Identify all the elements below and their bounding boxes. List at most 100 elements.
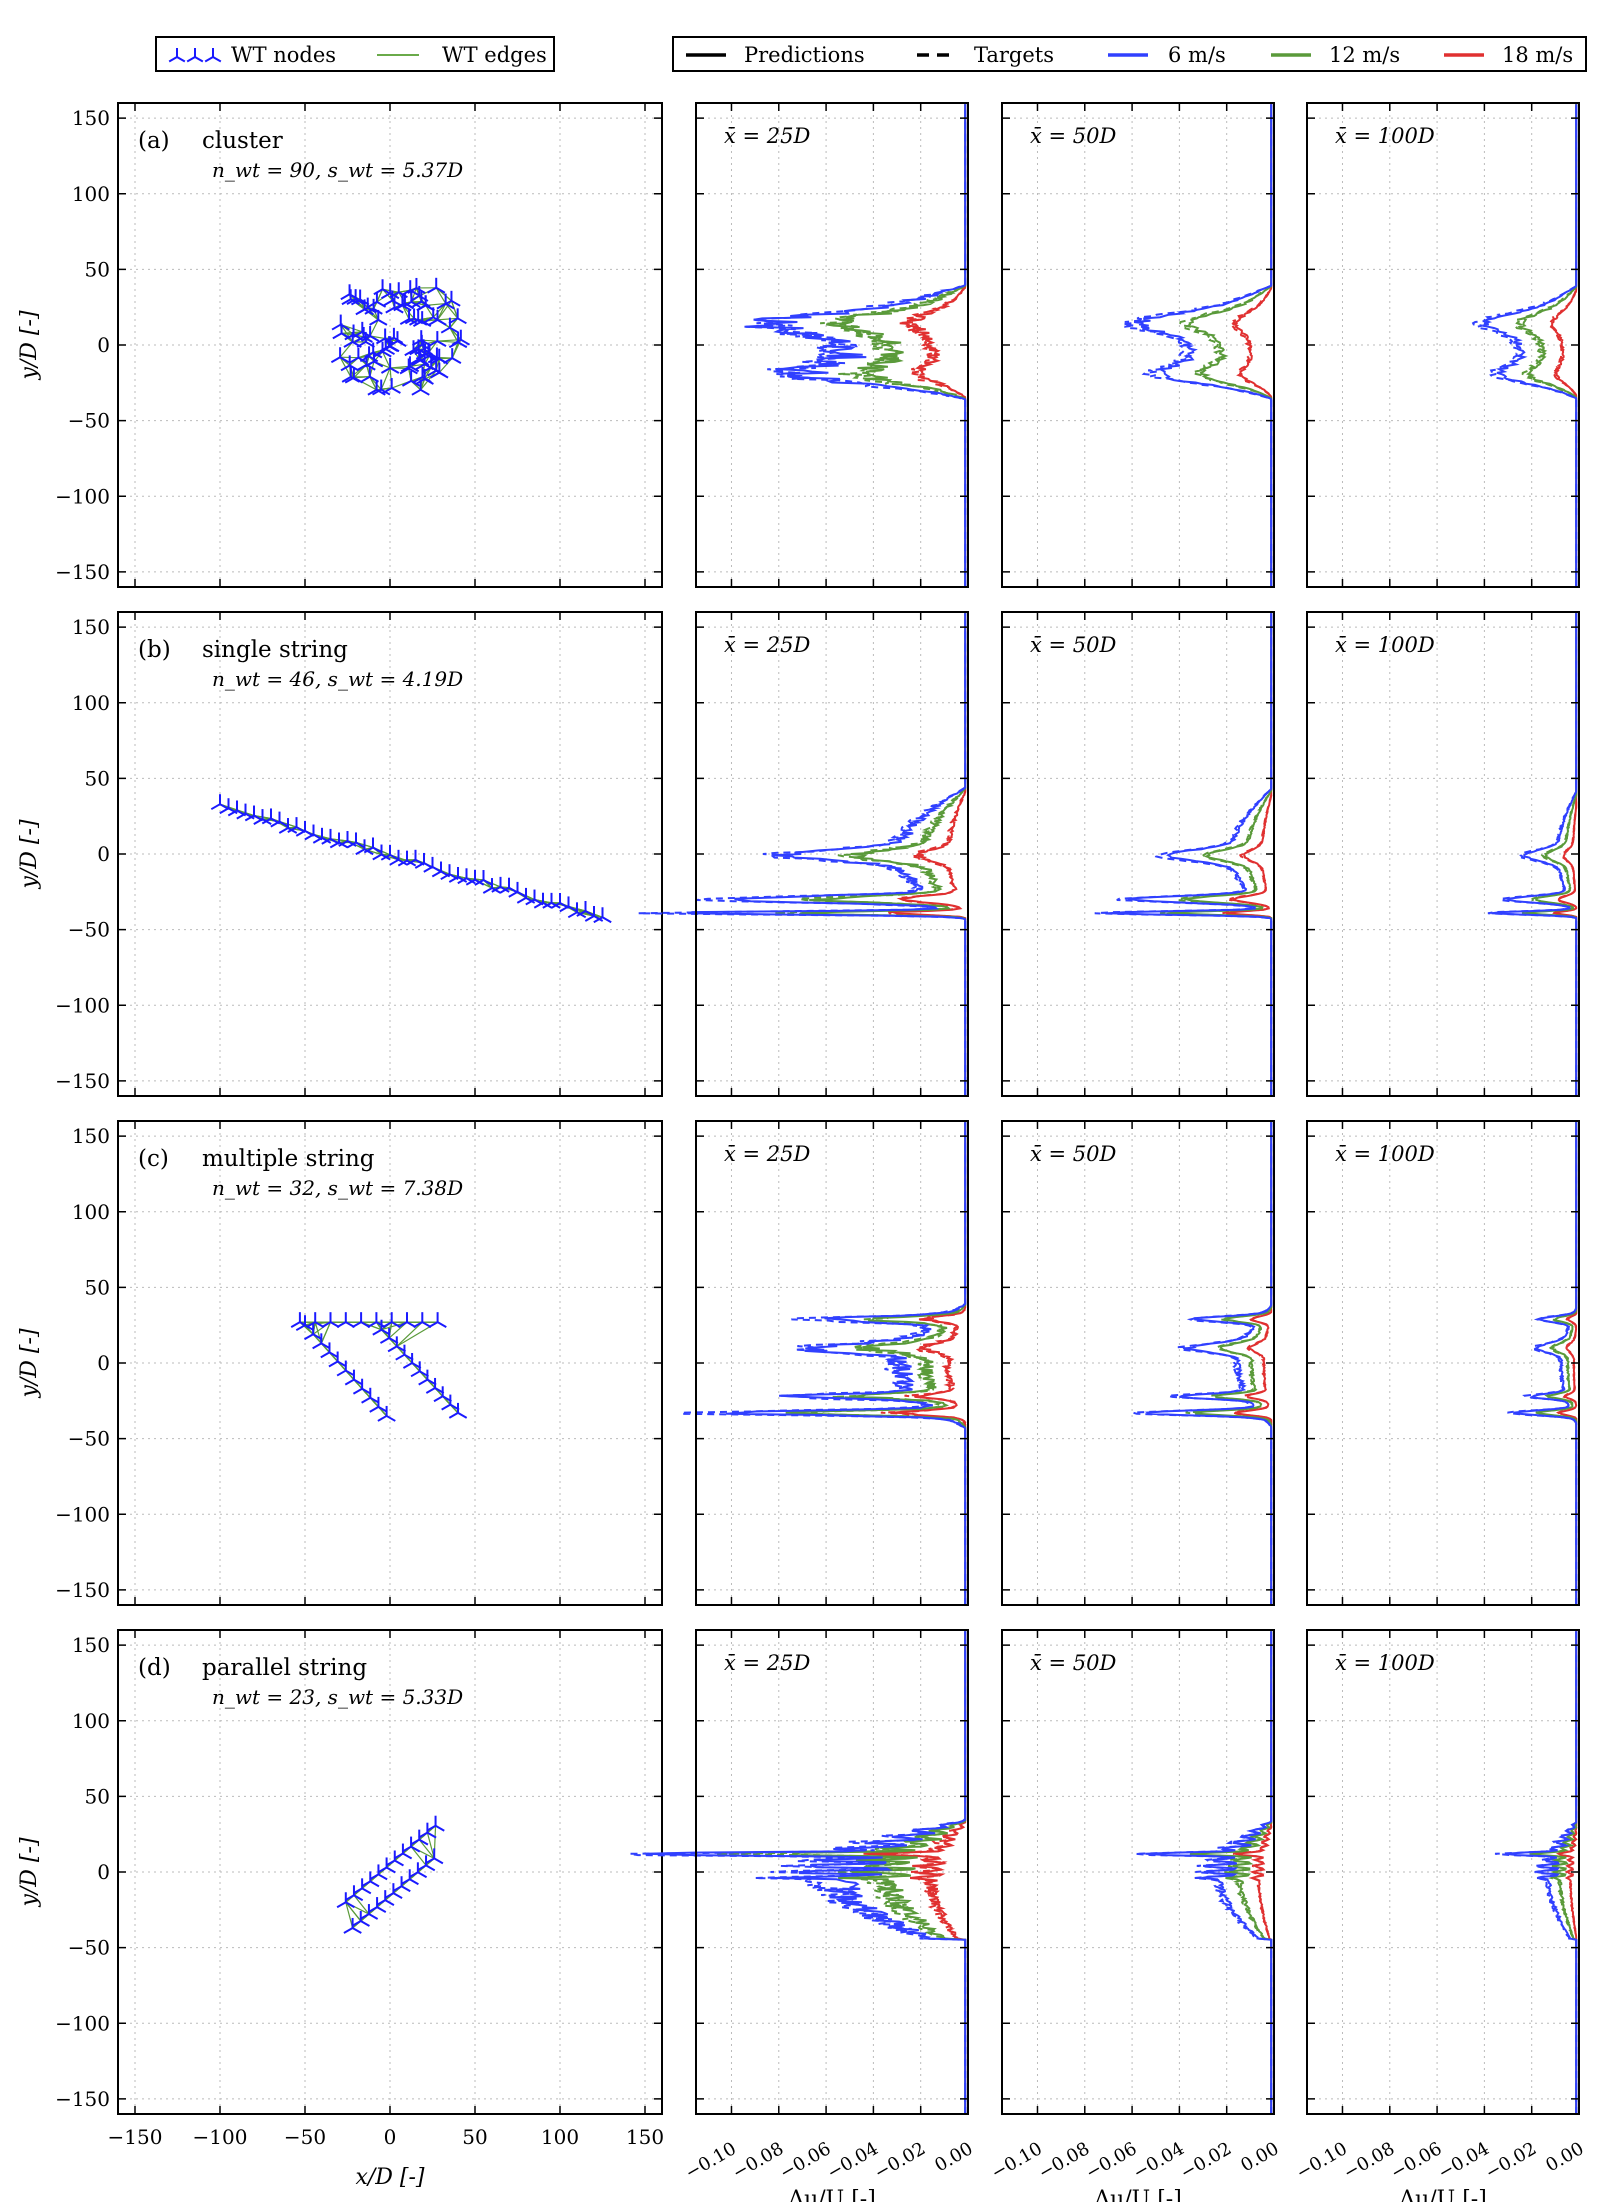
- predictions-label: Predictions: [744, 43, 865, 67]
- wt-node: [550, 892, 570, 909]
- x-tick-label: −0.10: [1293, 2138, 1351, 2184]
- wt-node: [448, 866, 468, 883]
- wt-edge: [390, 365, 411, 369]
- x-axis-label: Δu/U [-]: [788, 2187, 876, 2202]
- target-profile-line: [774, 613, 967, 1096]
- y-tick-label: 0: [97, 1860, 110, 1884]
- y-tick-label: 50: [85, 1784, 110, 1808]
- wt-edge: [369, 319, 379, 337]
- prediction-profile-line: [1167, 613, 1273, 1096]
- wt-edge: [339, 341, 354, 358]
- x-tick-label: −0.04: [1130, 2138, 1188, 2184]
- speed-18-label: 18 m/s: [1502, 43, 1574, 67]
- wt-node: [404, 340, 423, 357]
- column-label: x̄ = 100D: [1335, 1142, 1435, 1166]
- wt-node: [411, 379, 430, 396]
- profile-frame: [1306, 1120, 1580, 1606]
- column-label: x̄ = 25D: [724, 1651, 811, 1675]
- wt-node: [336, 1312, 355, 1329]
- row-multiple-string: 150 100 50 0 −50 −100 −150 y/D [-] (c) multiple s…: [17, 1120, 1580, 1606]
- wt-node: [278, 818, 298, 834]
- wt-node: [415, 343, 435, 360]
- wt-nodes-label: WT nodes: [231, 43, 337, 67]
- profile-panel: x̄ = 25D: [638, 611, 969, 1097]
- column-label: x̄ = 50D: [1030, 633, 1117, 657]
- panel-name: single string: [202, 637, 348, 663]
- speed-6-label: 6 m/s: [1168, 43, 1226, 67]
- x-tick-label: −0.02: [871, 2138, 929, 2184]
- y-tick-label: −100: [55, 2011, 110, 2035]
- panel-letter: (b): [138, 637, 171, 663]
- target-profile-line: [1185, 1122, 1273, 1605]
- wt-node: [482, 878, 502, 894]
- y-tick-label: 50: [85, 766, 110, 790]
- y-axis-label: y/D [-]: [17, 1328, 42, 1398]
- y-tick-label: 0: [97, 842, 110, 866]
- wt-node: [367, 291, 387, 308]
- target-profile-line: [1221, 613, 1273, 1096]
- wt-edge: [401, 305, 410, 320]
- wt-node: [427, 277, 446, 294]
- x-tick-label: −0.02: [1482, 2138, 1540, 2184]
- panel-name: parallel string: [202, 1655, 367, 1681]
- column-label: x̄ = 100D: [1335, 633, 1435, 657]
- wt-node: [542, 892, 561, 909]
- wt-node: [355, 839, 374, 856]
- profile-panel: x̄ = 25D: [695, 102, 969, 588]
- x-tick-label: −0.10: [682, 2138, 740, 2184]
- y-tick-label: 100: [72, 1200, 110, 1224]
- wt-edge: [450, 300, 459, 319]
- wt-node: [344, 324, 363, 341]
- wt-node: [401, 280, 420, 297]
- profile-panel: x̄ = 100D −0.10−0.08−0.06−0.04−0.02 0.00 Δu…: [1293, 1629, 1588, 2202]
- profile-panel: x̄ = 100D: [1306, 102, 1580, 588]
- y-tick-label: 100: [72, 182, 110, 206]
- wt-node: [330, 347, 350, 364]
- column-label: x̄ = 50D: [1030, 1651, 1117, 1675]
- wt-node: [369, 309, 388, 326]
- wt-node: [363, 837, 383, 854]
- target-profile-line: [1514, 104, 1578, 587]
- panel-letter: (d): [138, 1655, 171, 1681]
- wt-edges-label: WT edges: [442, 43, 547, 67]
- y-tick-label: 50: [85, 257, 110, 281]
- wt-node: [341, 289, 360, 306]
- x-axis-label: Δu/U [-]: [1399, 2187, 1487, 2202]
- wt-edge: [353, 376, 370, 379]
- x-tick-label: −0.06: [1082, 2138, 1140, 2184]
- target-profile-line: [1132, 1122, 1273, 1605]
- target-profile-line: [1471, 104, 1578, 587]
- wt-node: [360, 366, 380, 383]
- wt-node: [346, 832, 366, 849]
- wt-edge: [320, 1321, 332, 1344]
- wt-node: [373, 279, 392, 296]
- panel-letter: (c): [138, 1146, 169, 1172]
- wt-node: [346, 289, 365, 305]
- wt-node-marker: [204, 48, 222, 63]
- prediction-profile-line: [1186, 104, 1273, 587]
- wt-node: [338, 831, 357, 847]
- wt-edge: [410, 1846, 427, 1866]
- column-label: x̄ = 50D: [1030, 124, 1117, 148]
- y-tick-label: −50: [68, 409, 110, 433]
- wt-node: [261, 808, 281, 825]
- x-tick-label: 0.00: [931, 2138, 976, 2176]
- wt-node: [448, 308, 467, 325]
- x-tick-label: 0.00: [1237, 2138, 1282, 2176]
- y-tick-label: −50: [68, 918, 110, 942]
- x-tick-label: −0.08: [729, 2138, 787, 2184]
- prediction-profile-line: [785, 1122, 967, 1605]
- profile-panel: x̄ = 50D: [1001, 611, 1275, 1097]
- wt-node: [516, 887, 536, 904]
- target-profile-line: [820, 104, 967, 587]
- target-profile-line: [1507, 1122, 1578, 1605]
- wt-edge: [437, 339, 461, 342]
- wt-edge: [437, 317, 458, 321]
- column-label: x̄ = 50D: [1030, 1142, 1117, 1166]
- wt-edge: [426, 1832, 435, 1859]
- wt-node: [372, 379, 391, 396]
- wt-node: [388, 331, 407, 348]
- wt-node: [423, 856, 442, 873]
- profile-panel: x̄ = 100D: [1306, 1120, 1580, 1606]
